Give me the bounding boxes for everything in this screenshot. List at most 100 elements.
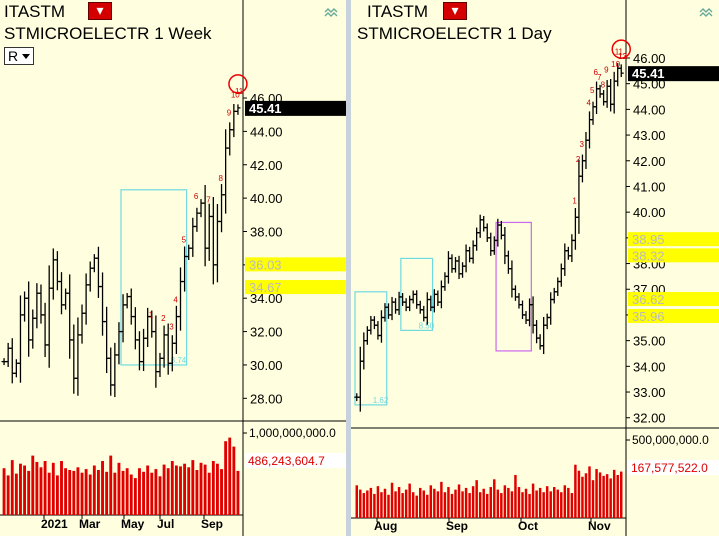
volume-bar: [457, 484, 461, 518]
count-label: 2: [161, 314, 166, 323]
volume-bar: [31, 455, 35, 515]
date-tick-label: Aug: [374, 519, 397, 533]
volume-bar: [521, 492, 524, 518]
volume-bar: [55, 475, 59, 515]
count-label: 10: [231, 90, 240, 99]
volume-bar: [598, 472, 602, 518]
volume-bar: [101, 461, 104, 515]
volume-bar: [461, 491, 464, 518]
volume-bar: [549, 491, 552, 518]
arrows-icon[interactable]: [324, 6, 338, 18]
volume-tick-label: 1,000,000,000.0: [249, 426, 336, 440]
volume-bar: [426, 494, 429, 518]
volume-bar: [14, 473, 18, 515]
count-label: 6: [594, 68, 599, 77]
price-tick-label: 35.00: [633, 334, 666, 349]
volume-bar: [47, 472, 51, 515]
volume-bar: [125, 468, 129, 515]
volume-bar: [380, 492, 383, 518]
volume-bar: [60, 461, 63, 515]
price-tick-label: 34.00: [633, 359, 666, 374]
red-dropdown-icon[interactable]: ▾: [443, 2, 467, 20]
volume-bar: [211, 461, 215, 515]
pattern-box: [400, 257, 434, 331]
chevron-down-icon: [22, 54, 30, 59]
volume-bar: [6, 475, 10, 515]
pattern-box-label: 8.74: [171, 356, 187, 365]
count-label: 12: [618, 52, 627, 61]
price-tick-label: 28.00: [250, 391, 283, 406]
volume-bar: [43, 461, 47, 515]
count-label: 8: [601, 81, 606, 90]
volume-bar: [369, 487, 373, 518]
symbol-label: ITASTM: [367, 2, 429, 21]
volume-bar: [10, 460, 14, 515]
chart-header: ITASTM ▾ STMICROELECTR 1 Week: [0, 0, 346, 48]
price-tick-label: 41.00: [633, 179, 666, 194]
volume-bar: [464, 487, 468, 518]
volume-bar: [220, 469, 223, 515]
volume-bar: [215, 463, 219, 515]
red-dropdown-icon[interactable]: ▾: [88, 2, 112, 20]
price-chart-daily: 46.0045.0044.0043.0042.0041.0040.0039.00…: [351, 0, 719, 536]
price-highlight-box: [628, 232, 719, 247]
volume-bar: [489, 487, 492, 518]
volume-bar: [528, 493, 531, 518]
volume-bar: [158, 476, 162, 515]
volume-bar: [556, 489, 559, 518]
volume-bar: [359, 489, 362, 518]
volume-bar: [105, 471, 109, 515]
volume-bar: [84, 469, 88, 515]
volume-bar: [109, 455, 113, 515]
panel-divider[interactable]: [346, 0, 351, 536]
volume-bar: [570, 493, 574, 518]
volume-bar: [595, 468, 598, 518]
range-select[interactable]: R: [4, 47, 34, 65]
volume-bar: [224, 441, 228, 515]
volume-bar: [545, 486, 549, 518]
volume-bar: [415, 495, 418, 518]
volume-bar: [602, 475, 605, 518]
price-highlight-label: 38.32: [632, 248, 665, 263]
date-tick-label: 2021: [41, 517, 68, 531]
volume-bar: [616, 475, 619, 518]
volume-bar: [150, 472, 154, 515]
volume-bar: [408, 483, 411, 518]
price-highlight-box: [628, 248, 719, 263]
price-highlight-box: [628, 292, 719, 307]
chart-header: ITASTM ▾ STMICROELECTR 1 Day: [351, 0, 719, 48]
volume-bar: [96, 470, 100, 515]
volume-bar: [609, 478, 612, 518]
volume-bar: [553, 487, 556, 518]
volume-bar: [581, 476, 584, 518]
count-label: 3: [579, 140, 584, 149]
volume-bar: [23, 465, 27, 515]
pattern-box: [354, 291, 388, 406]
chart-panel-weekly: ITASTM ▾ STMICROELECTR 1 Week R 46.00 44.…: [0, 0, 346, 536]
count-label: 5: [182, 236, 187, 245]
price-tick-label: 40.00: [250, 191, 283, 206]
last-price-label: 45.41: [632, 66, 665, 81]
highlight-circle: [228, 74, 248, 94]
count-label: 7: [206, 195, 211, 204]
volume-bar: [591, 480, 595, 518]
price-highlight-box: [245, 280, 346, 295]
price-highlight-label: 36.62: [632, 292, 665, 307]
volume-bar: [419, 487, 422, 518]
count-label: 6: [194, 192, 199, 201]
price-tick-label: 34.00: [250, 291, 283, 306]
count-label: 1: [572, 196, 577, 205]
arrows-icon[interactable]: [699, 6, 713, 18]
volume-bar: [68, 470, 72, 515]
date-tick-label: May: [121, 517, 145, 531]
volume-last-label: 167,577,522.0: [631, 461, 708, 475]
volume-bar: [482, 488, 485, 518]
volume-bar: [542, 492, 545, 518]
date-tick-label: Jul: [157, 517, 174, 531]
volume-bar: [19, 463, 22, 515]
volume-bar: [162, 464, 166, 515]
volume-bar: [486, 493, 489, 518]
volume-bar: [138, 468, 141, 515]
count-label: 8: [219, 174, 224, 183]
security-name: STMICROELECTR: [357, 24, 503, 43]
